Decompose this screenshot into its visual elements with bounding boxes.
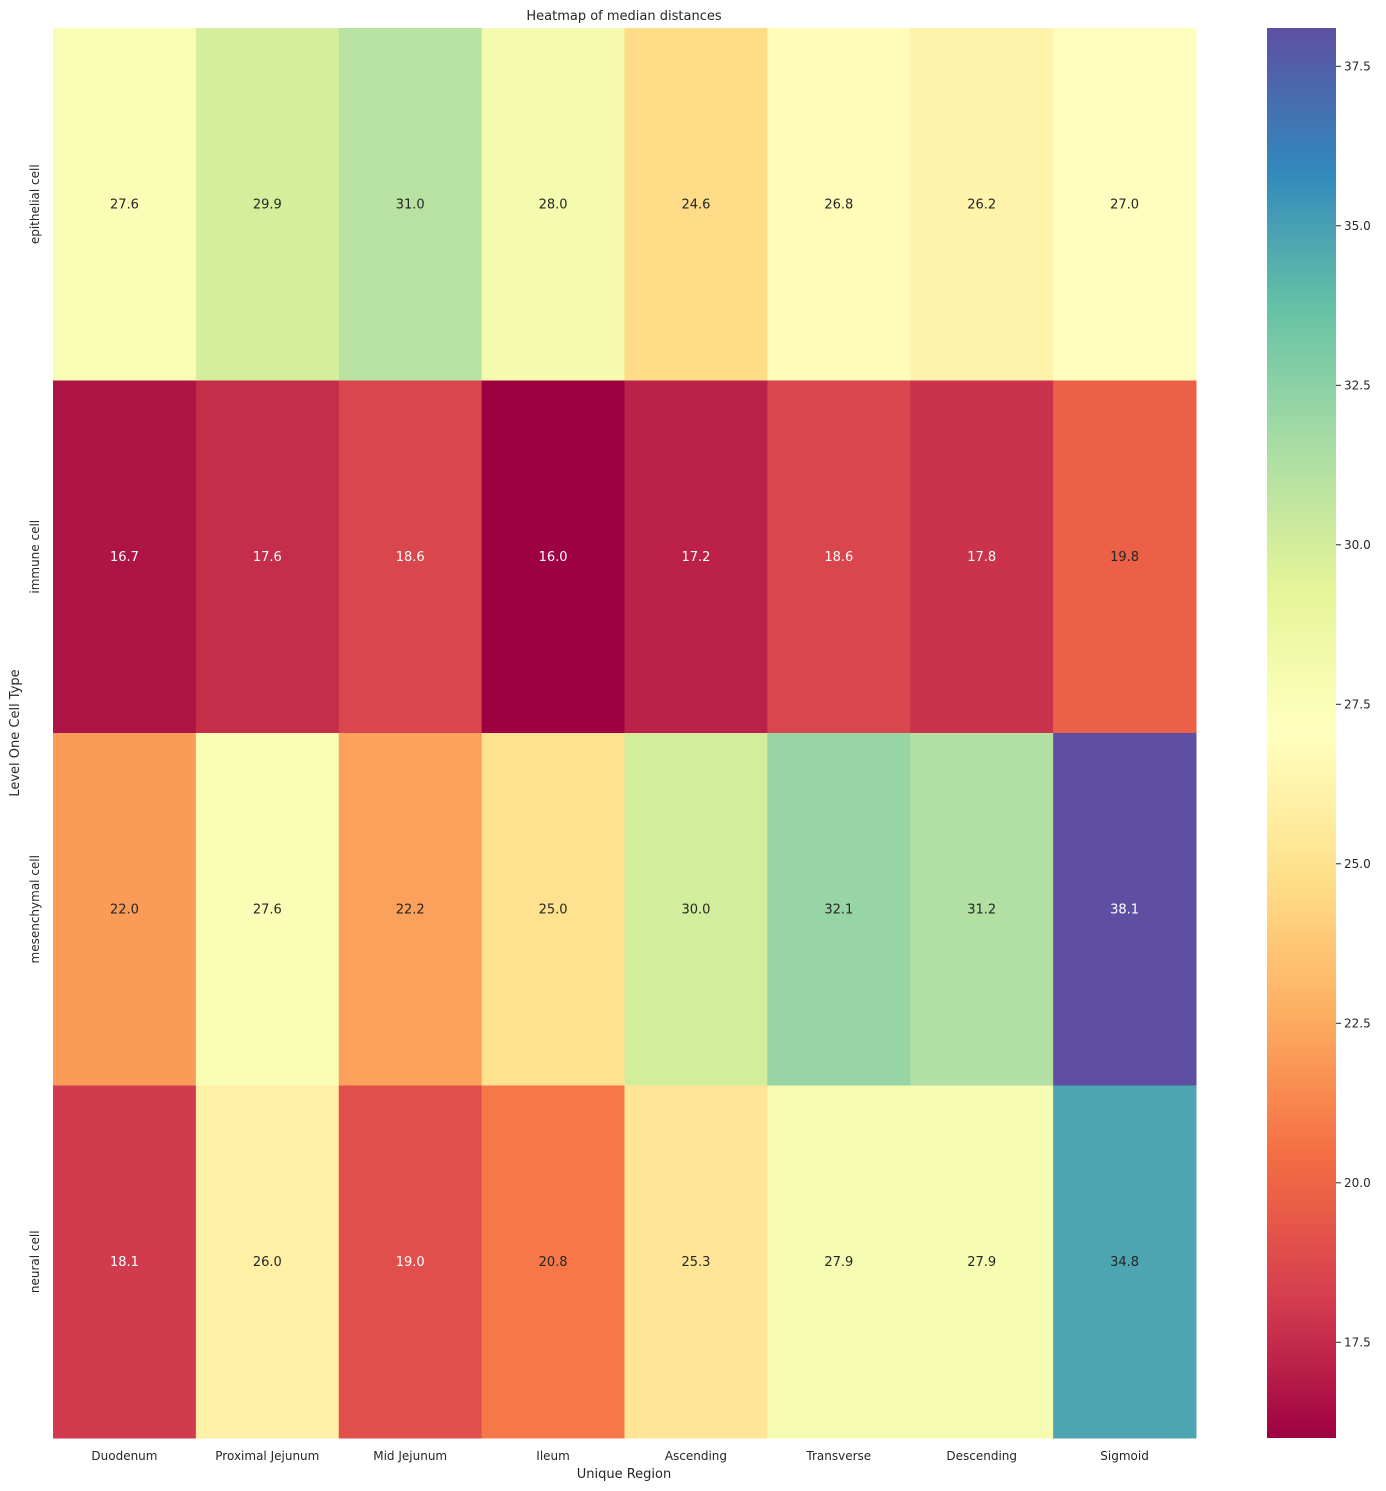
cell-value-label: 22.2 [396, 902, 425, 917]
cell-value-label: 25.3 [681, 1255, 710, 1270]
heatmap-cell [481, 28, 625, 381]
cell-value-label: 34.8 [1110, 1255, 1139, 1270]
colorbar-tick-label: 30.0 [1344, 538, 1371, 552]
cell-value-label: 25.0 [539, 902, 568, 917]
heatmap-cell [53, 733, 197, 1086]
cell-value-label: 17.6 [253, 550, 282, 565]
heatmap-cell [767, 1085, 911, 1439]
y-tick-label: immune cell [28, 520, 42, 594]
heatmap-cell [1053, 733, 1197, 1086]
cell-value-label: 38.1 [1110, 902, 1139, 917]
heatmap-cell [195, 733, 340, 1086]
chart-title: Heatmap of median distances [526, 9, 721, 24]
heatmap-cell [195, 28, 340, 381]
heatmap-cell [1053, 1085, 1197, 1439]
cell-value-label: 18.1 [110, 1255, 139, 1270]
heatmap-cell [910, 733, 1054, 1086]
heatmap-cell [767, 28, 911, 381]
colorbar-tick-label: 32.5 [1344, 378, 1371, 392]
heatmap-cell [910, 28, 1054, 381]
y-tick-label: epithelial cell [28, 164, 42, 244]
cell-value-label: 22.0 [110, 902, 139, 917]
cell-value-label: 31.0 [396, 197, 425, 212]
cell-value-label: 24.6 [681, 197, 710, 212]
cell-value-label: 31.2 [967, 902, 996, 917]
colorbar-tick-label: 20.0 [1344, 1176, 1371, 1190]
cell-value-label: 19.0 [396, 1255, 425, 1270]
heatmap-cell [338, 28, 483, 381]
heatmap-cells [53, 28, 1197, 1439]
heatmap-cell [910, 380, 1054, 734]
y-tick-label: neural cell [28, 1230, 42, 1293]
x-tick-label: Sigmoid [1100, 1449, 1149, 1463]
heatmap-cell [624, 733, 768, 1086]
cell-value-label: 29.9 [253, 197, 282, 212]
heatmap-cell [481, 1085, 625, 1439]
cell-value-label: 26.8 [824, 197, 853, 212]
cell-value-label: 27.6 [253, 902, 282, 917]
cell-value-label: 32.1 [824, 902, 853, 917]
heatmap-cell [481, 733, 625, 1086]
heatmap-cell [195, 380, 340, 734]
cell-value-label: 16.0 [539, 550, 568, 565]
cell-value-label: 17.8 [967, 550, 996, 565]
cell-value-label: 19.8 [1110, 550, 1139, 565]
x-axis-ticks: Duodenum Proximal Jejunum Mid Jejunum Ileum… [91, 1449, 1148, 1463]
y-tick-label: mesenchymal cell [28, 855, 42, 963]
cell-value-label: 28.0 [539, 197, 568, 212]
cell-value-label: 16.7 [110, 550, 139, 565]
heatmap-cell [624, 28, 768, 381]
y-axis-ticks: epithelial cell immune cell mesenchymal ce… [28, 164, 42, 1293]
heatmap-cell [1053, 28, 1197, 381]
heatmap-cell [767, 380, 911, 734]
heatmap-cell [1053, 380, 1197, 734]
colorbar [1267, 28, 1336, 1438]
x-tick-label: Proximal Jejunum [215, 1449, 319, 1463]
x-tick-label: Mid Jejunum [373, 1449, 447, 1463]
heatmap-cell [767, 733, 911, 1086]
heatmap-cell [195, 1085, 340, 1439]
colorbar-tick-label: 27.5 [1344, 697, 1371, 711]
cell-value-label: 27.9 [967, 1255, 996, 1270]
x-tick-label: Ileum [536, 1449, 570, 1463]
cell-value-label: 26.2 [967, 197, 996, 212]
colorbar-tick-label: 25.0 [1344, 857, 1371, 871]
x-tick-label: Ascending [665, 1449, 727, 1463]
x-axis-label: Unique Region [577, 1467, 672, 1482]
cell-value-label: 26.0 [253, 1255, 282, 1270]
colorbar-tick-label: 37.5 [1344, 59, 1371, 73]
cell-value-label: 27.6 [110, 197, 139, 212]
x-tick-label: Duodenum [91, 1449, 157, 1463]
cell-value-labels: 27.6 29.9 31.0 28.0 24.6 26.8 26.2 27.0 16.7 17.6… [110, 197, 1139, 1270]
x-tick-label: Descending [946, 1449, 1017, 1463]
colorbar-tick-label: 35.0 [1344, 219, 1371, 233]
colorbar-tick-label: 17.5 [1344, 1335, 1371, 1349]
heatmap-cell [481, 380, 625, 734]
y-axis-label: Level One Cell Type [8, 669, 23, 796]
cell-value-label: 17.2 [681, 550, 710, 565]
x-tick-label: Transverse [805, 1449, 871, 1463]
heatmap-cell [53, 380, 197, 734]
cell-value-label: 30.0 [681, 902, 710, 917]
heatmap-cell [338, 380, 483, 734]
heatmap-cell [910, 1085, 1054, 1439]
cell-value-label: 18.6 [824, 550, 853, 565]
cell-value-label: 20.8 [539, 1255, 568, 1270]
heatmap-cell [53, 28, 197, 381]
colorbar-ticks: 17.5 20.0 22.5 25.0 27.5 30.0 32.5 35.0 37.5 [1336, 59, 1371, 1349]
heatmap-cell [53, 1085, 197, 1439]
cell-value-label: 18.6 [396, 550, 425, 565]
heatmap-cell [624, 380, 768, 734]
heatmap-cell [338, 1085, 483, 1439]
colorbar-tick-label: 22.5 [1344, 1016, 1371, 1030]
cell-value-label: 27.0 [1110, 197, 1139, 212]
cell-value-label: 27.9 [824, 1255, 853, 1270]
heatmap-cell [624, 1085, 768, 1439]
heatmap-cell [338, 733, 483, 1086]
